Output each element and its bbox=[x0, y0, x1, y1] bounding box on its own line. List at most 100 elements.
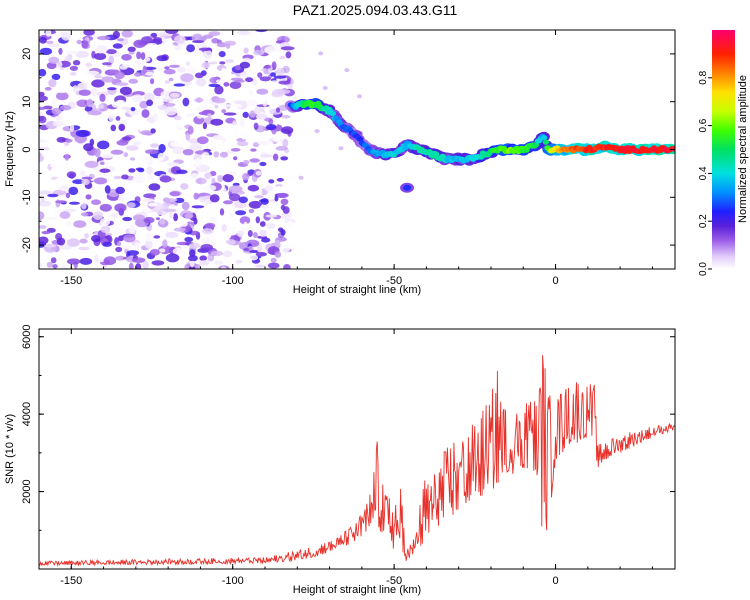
spectrogram-noise-blob bbox=[225, 59, 235, 63]
spectrogram-noise-blob bbox=[133, 141, 141, 146]
spectrogram-noise-blob bbox=[225, 239, 236, 245]
spectrogram-noise-blob bbox=[221, 67, 227, 76]
spectrogram-noise-blob bbox=[136, 51, 142, 60]
spectrogram-noise-blob bbox=[145, 149, 159, 155]
spectrogram-noise-blob bbox=[181, 201, 190, 211]
spectrogram-noise-blob bbox=[256, 244, 262, 253]
spectrogram-noise-blob bbox=[52, 120, 65, 127]
spectrogram-noise-blob bbox=[278, 227, 284, 233]
spectrogram-noise-blob bbox=[132, 175, 146, 183]
spectrogram-noise-blob bbox=[126, 202, 136, 209]
spectrogram-noise-blob bbox=[248, 255, 259, 261]
spectrogram-x-tick-label: -50 bbox=[386, 275, 402, 287]
spectrogram-noise-blob bbox=[217, 175, 224, 183]
spectrogram-noise-blob bbox=[76, 99, 90, 108]
spectrogram-noise-blob bbox=[97, 104, 105, 109]
spectrogram-noise-blob bbox=[219, 151, 229, 158]
spectrogram-noise-blob bbox=[239, 72, 250, 79]
spectrogram-noise-blob bbox=[259, 161, 267, 167]
spectrogram-noise-blob bbox=[242, 173, 250, 181]
spectrogram-noise-blob bbox=[224, 234, 232, 239]
spectrogram-noise-blob bbox=[232, 33, 240, 38]
spectrogram-noise-blob bbox=[298, 175, 304, 180]
spectrogram-noise-blob bbox=[64, 154, 69, 161]
spectrogram-noise-blob bbox=[46, 261, 53, 268]
spectrogram-noise-blob bbox=[50, 257, 57, 264]
spectrogram-noise-blob bbox=[245, 77, 254, 83]
spectrogram-noise-blob bbox=[118, 235, 124, 242]
spectrogram-noise-blob bbox=[199, 260, 210, 266]
spectrogram-noise-blob bbox=[253, 122, 259, 130]
spectrogram-x-tick-label: -100 bbox=[222, 275, 244, 287]
spectrogram-noise-blob bbox=[318, 51, 324, 56]
spectrogram-noise-blob bbox=[116, 241, 122, 247]
spectrogram-noise-blob bbox=[201, 152, 210, 159]
spectrogram-noise-blob bbox=[164, 66, 170, 70]
spectrogram-noise-blob bbox=[237, 141, 249, 147]
spectrogram-noise-blob bbox=[314, 129, 320, 134]
spectrogram-noise-blob bbox=[194, 97, 204, 103]
spectrogram-noise-blob bbox=[243, 221, 248, 230]
spectrogram-x-axis-label: Height of straight line (km) bbox=[293, 284, 421, 296]
spectrogram-noise-blob bbox=[128, 168, 136, 173]
spectrogram-noise-blob bbox=[169, 92, 180, 98]
spectrogram-noise-blob bbox=[128, 262, 134, 269]
spectrogram-noise-blob bbox=[79, 257, 93, 265]
spectrogram-noise-blob bbox=[140, 52, 146, 61]
spectrogram-noise-blob bbox=[172, 247, 184, 255]
snr-x-tick-label: -100 bbox=[222, 575, 244, 587]
spectrogram-noise-blob bbox=[99, 93, 106, 102]
spectrogram-noise-blob bbox=[100, 161, 105, 165]
spectrogram-noise-blob bbox=[76, 39, 82, 45]
spectrogram-noise-blob bbox=[144, 208, 152, 213]
spectrogram-noise-blob bbox=[69, 124, 75, 132]
spectrogram-noise-blob bbox=[211, 177, 216, 184]
spectrogram-noise-blob bbox=[146, 166, 153, 175]
spectrogram-noise-blob bbox=[56, 91, 69, 101]
spectrogram-noise-blob bbox=[269, 199, 276, 203]
spectrogram-noise-blob bbox=[51, 73, 61, 81]
spectrogram-noise-blob bbox=[186, 113, 193, 118]
spectrogram-noise-blob bbox=[192, 40, 205, 44]
spectrogram-noise-blob bbox=[115, 116, 121, 121]
spectrogram-noise-blob bbox=[188, 255, 198, 262]
spectrogram-noise-blob bbox=[259, 76, 271, 82]
spectrogram-noise-blob bbox=[134, 59, 145, 68]
snr-x-tick-label: -50 bbox=[386, 575, 402, 587]
spectrogram-noise-blob bbox=[276, 185, 282, 193]
colorbar-tick-label: 0.4 bbox=[698, 166, 709, 180]
spectrogram-noise-blob bbox=[228, 193, 241, 202]
spectrogram-noise-blob bbox=[172, 146, 185, 154]
spectrogram-noise-blob bbox=[239, 216, 251, 225]
spectrogram-noise-blob bbox=[158, 98, 164, 106]
spectrogram-noise-blob bbox=[143, 193, 157, 199]
spectrogram-noise-blob bbox=[72, 85, 79, 93]
spectrogram-noise-blob bbox=[39, 95, 48, 102]
spectrogram-noise-blob bbox=[202, 122, 207, 130]
spectrogram-noise-blob bbox=[92, 40, 98, 50]
snr-frame bbox=[38, 328, 676, 570]
spectrogram-noise-blob bbox=[47, 193, 59, 198]
spectrogram-noise-blob bbox=[86, 98, 94, 108]
spectrogram-noise-blob bbox=[114, 71, 125, 80]
spectrogram-noise-blob bbox=[203, 200, 210, 205]
spectrogram-noise-blob bbox=[193, 192, 199, 200]
spectrogram-noise-blob bbox=[39, 200, 51, 207]
spectrogram-noise-blob bbox=[135, 263, 142, 269]
spectrogram-noise-blob bbox=[143, 216, 155, 224]
spectrogram-noise-blob bbox=[39, 47, 53, 56]
spectrogram-noise-blob bbox=[160, 90, 174, 100]
colorbar-tick-label: 0.2 bbox=[698, 214, 709, 228]
spectrogram-noise-blob bbox=[232, 120, 238, 126]
spectrogram-ridge-cell bbox=[542, 139, 550, 145]
spectrogram-noise-blob bbox=[39, 111, 43, 117]
spectrogram-noise-blob bbox=[85, 224, 95, 230]
spectrogram-noise-blob bbox=[278, 133, 287, 137]
spectrogram-noise-blob bbox=[91, 79, 105, 88]
spectrogram-noise-blob bbox=[214, 104, 219, 109]
spectrogram-noise-blob bbox=[39, 262, 44, 268]
spectrogram-noise-blob bbox=[357, 94, 362, 99]
spectrogram-noise-blob bbox=[280, 198, 289, 205]
spectrogram-noise-blob bbox=[104, 185, 111, 194]
spectrogram-noise-blob bbox=[241, 133, 247, 140]
